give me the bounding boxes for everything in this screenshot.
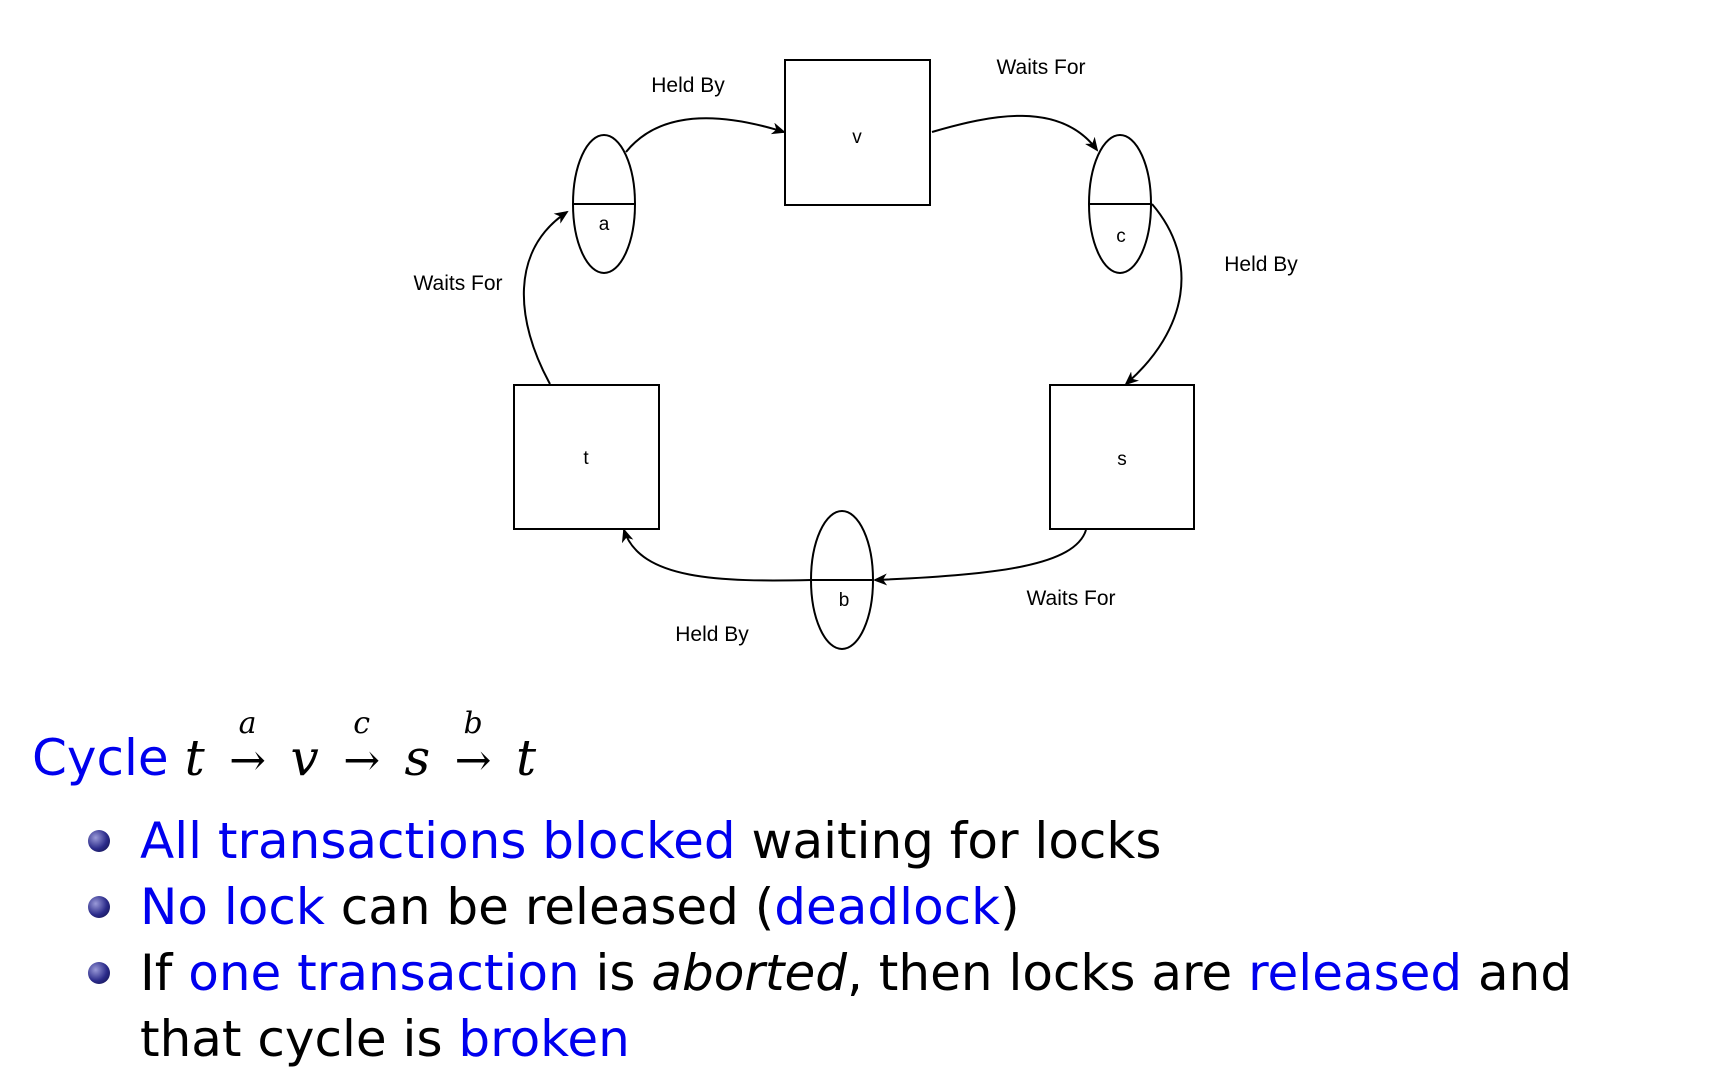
cycle-arrow-c: c → xyxy=(335,706,389,791)
deadlock-diagram: v t s a c b Held By Waits For Held By Wa… xyxy=(413,56,1298,650)
bullet-3-broken: broken xyxy=(458,1010,630,1068)
node-t: t xyxy=(513,384,660,530)
bullet-2-highlight: No lock xyxy=(140,878,325,936)
edge-v-waits-for-c xyxy=(931,114,1099,152)
node-t-label: t xyxy=(583,448,589,469)
lock-b: b xyxy=(810,510,874,650)
bullet-3-if: If xyxy=(140,944,189,1002)
edge-label-a-v: Held By xyxy=(651,74,725,97)
bullet-dot-icon xyxy=(88,896,110,918)
bullet-item-2: No lock can be released (deadlock) xyxy=(88,874,1688,940)
bullet-3-is: is xyxy=(579,944,652,1002)
cycle-label: Cycle xyxy=(32,729,169,787)
edge-label-c-s: Held By xyxy=(1224,253,1298,276)
lock-c-label: c xyxy=(1116,226,1126,247)
cycle-arrow-b-label: b xyxy=(463,706,483,741)
bullet-3-released: released xyxy=(1248,944,1463,1002)
cycle-arrow-c-label: c xyxy=(353,706,371,741)
bullet-2-deadlock: deadlock xyxy=(774,878,1001,936)
cycle-arrow-a-label: a xyxy=(238,706,257,741)
cycle-node-s: s xyxy=(404,729,431,787)
cycle-node-v: v xyxy=(290,729,319,787)
edge-a-held-by-v xyxy=(625,117,786,153)
bullet-item-1: All transactions blocked waiting for loc… xyxy=(88,808,1688,874)
edge-t-waits-for-a xyxy=(522,210,569,385)
bullet-dot-icon xyxy=(88,830,110,852)
edge-label-b-t: Held By xyxy=(675,623,749,646)
edge-b-held-by-t xyxy=(621,528,812,582)
cycle-arrow-c-glyph: → xyxy=(343,735,381,786)
cycle-arrow-b-glyph: → xyxy=(454,735,492,786)
cycle-node-t-end: t xyxy=(516,729,537,787)
lock-a: a xyxy=(572,134,636,274)
node-v-label: v xyxy=(852,127,862,148)
bullet-3-and: and that cycle is xyxy=(140,944,1573,1068)
bullet-item-3: If one transaction is aborted, then lock… xyxy=(88,940,1688,1072)
bullet-3-aborted: aborted xyxy=(651,944,848,1002)
cycle-arrow-a-glyph: → xyxy=(229,735,266,786)
cycle-arrow-a: a → xyxy=(221,706,275,791)
node-s-label: s xyxy=(1117,449,1127,470)
bullet-2-close: ) xyxy=(1000,878,1020,936)
bullet-3-one-transaction: one transaction xyxy=(188,944,580,1002)
bullet-list: All transactions blocked waiting for loc… xyxy=(88,808,1688,1072)
edge-label-t-a: Waits For xyxy=(413,272,502,295)
cycle-formula: Cycle t a → v c → s b → t xyxy=(32,706,537,791)
cycle-node-t: t xyxy=(184,729,205,787)
node-v: v xyxy=(784,59,931,206)
edge-c-held-by-s xyxy=(1124,203,1183,386)
edge-s-waits-for-b xyxy=(873,529,1087,586)
lock-a-label: a xyxy=(599,214,610,235)
bullet-1-highlight: All transactions blocked xyxy=(140,812,736,870)
node-s: s xyxy=(1049,384,1195,530)
edge-label-s-b: Waits For xyxy=(1026,587,1115,610)
bullet-3-then: , then locks are xyxy=(847,944,1249,1002)
cycle-arrow-b: b → xyxy=(446,706,500,791)
bullet-2-text: can be released ( xyxy=(324,878,775,936)
lock-c: c xyxy=(1088,134,1152,274)
bullet-dot-icon xyxy=(88,962,110,984)
edge-label-v-c: Waits For xyxy=(996,56,1085,79)
bullet-1-text: waiting for locks xyxy=(735,812,1162,870)
lock-b-label: b xyxy=(839,590,850,611)
